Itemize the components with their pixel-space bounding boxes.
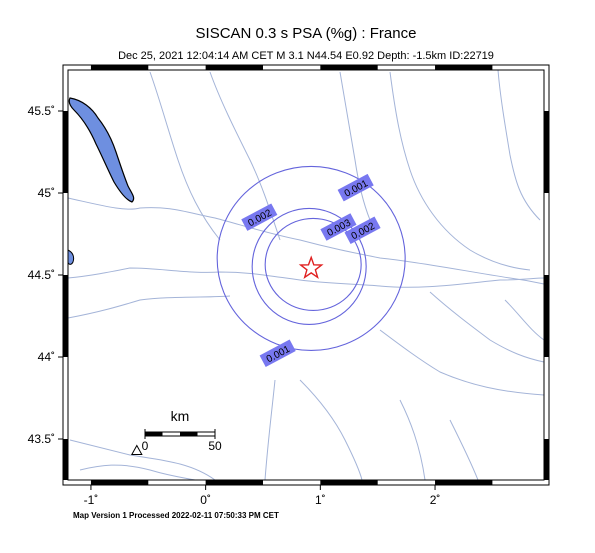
scale-bar-unit: km [171, 408, 190, 424]
river-line [399, 399, 426, 481]
contour-label-box [344, 216, 381, 244]
frame-segment [63, 275, 68, 357]
river-line [67, 267, 545, 288]
river-line [449, 419, 479, 481]
gironde-estuary [68, 97, 135, 203]
river-line [69, 439, 216, 481]
river-line [67, 197, 545, 285]
frame-segment [544, 439, 549, 480]
contour-0.003 [264, 217, 362, 311]
contour-0.001 [216, 165, 406, 351]
x-tick-label: 1˚ [315, 493, 326, 507]
frame-segment [205, 480, 263, 485]
y-tick-label: 45.5˚ [28, 104, 55, 118]
river-line [149, 71, 221, 241]
river-line [79, 464, 196, 481]
scale-bar-segment [180, 432, 198, 436]
y-tick-label: 44˚ [38, 350, 55, 364]
contour-0.002 [251, 207, 367, 325]
map-subtitle: Dec 25, 2021 12:04:14 AM CET M 3.1 N44.5… [118, 50, 494, 62]
contour-label-box [241, 203, 278, 231]
frame-segment [90, 65, 149, 70]
y-tick-label: 45˚ [38, 186, 55, 200]
y-tick-label: 44.5˚ [28, 268, 55, 282]
river-line [264, 379, 276, 481]
frame-segment [63, 111, 68, 193]
frame-segment [435, 65, 493, 70]
map-footer: Map Version 1 Processed 2022-02-11 07:50… [73, 511, 279, 520]
river-line [299, 379, 363, 481]
x-tick-label: 0˚ [200, 493, 211, 507]
scale-bar-segment [145, 432, 163, 436]
x-tick-label: 2˚ [430, 493, 441, 507]
x-tick-label: -1˚ [84, 493, 99, 507]
river-line [497, 69, 541, 221]
river-network [67, 69, 545, 481]
contour-label-box [320, 213, 357, 241]
frame-segment [205, 65, 263, 70]
frame-segment [320, 480, 378, 485]
epicenter-star-shape [298, 255, 324, 279]
frame-segment [320, 65, 378, 70]
frame-segment [544, 275, 549, 357]
axis-ticks: -1˚ 0˚ 1˚ 2˚ 45.5˚ 45˚ 44.5˚ 44˚ 43.5˚ [28, 104, 441, 507]
station-triangle [130, 444, 143, 455]
river-line [504, 299, 545, 341]
scale-bar-right-label: 50 [208, 439, 222, 453]
contour-label-box [337, 173, 374, 202]
epicenter-star [298, 255, 324, 279]
station-marker [130, 444, 143, 455]
psa-contours [216, 165, 406, 351]
scale-bar-left-label: 0 [142, 439, 149, 453]
frame-segment [63, 439, 68, 480]
map-title: SISCAN 0.3 s PSA (%g) : France [196, 25, 417, 42]
contour-label-box [259, 339, 296, 367]
river-line [67, 295, 231, 319]
frame-segment [544, 111, 549, 193]
frame-segment [90, 480, 149, 485]
scale-bar: km 0 50 [142, 408, 222, 453]
river-line [379, 329, 545, 396]
river-line [389, 71, 531, 271]
y-tick-label: 43.5˚ [28, 432, 55, 446]
river-line [429, 291, 545, 363]
frame-segment [435, 480, 493, 485]
river-line [339, 71, 371, 221]
